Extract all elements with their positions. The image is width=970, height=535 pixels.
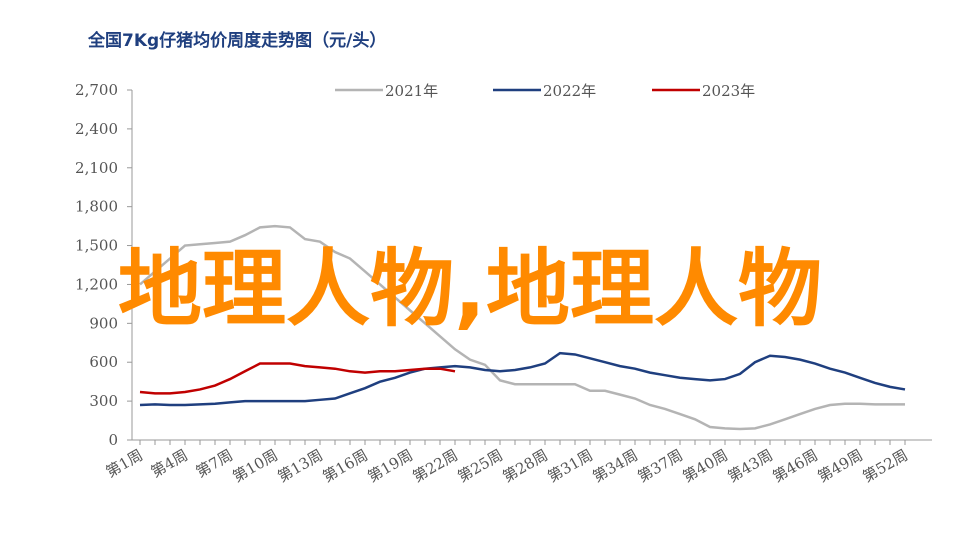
y-tick-label: 2,400 <box>75 120 118 138</box>
x-tick-label: 第25周 <box>454 446 506 486</box>
x-tick-label: 第22周 <box>409 446 461 486</box>
y-tick-label: 1,800 <box>75 198 118 216</box>
legend-label: 2021年 <box>385 82 438 100</box>
x-tick-label: 第43周 <box>724 446 776 486</box>
x-tick-label: 第7周 <box>193 446 236 481</box>
x-tick-label: 第40周 <box>679 446 731 486</box>
x-tick-label: 第4周 <box>148 446 191 481</box>
x-tick-label: 第19周 <box>364 446 416 486</box>
x-tick-label: 第37周 <box>634 446 686 486</box>
y-tick-label: 1,200 <box>75 275 118 293</box>
legend-label: 2023年 <box>702 82 755 100</box>
x-tick-label: 第1周 <box>103 446 146 481</box>
x-tick-label: 第31周 <box>544 446 596 486</box>
y-tick-label: 1,500 <box>75 237 118 255</box>
x-tick-label: 第52周 <box>859 446 911 486</box>
x-tick-label: 第34周 <box>589 446 641 486</box>
x-tick-label: 第46周 <box>769 446 821 486</box>
x-tick-label: 第13周 <box>274 446 326 486</box>
y-tick-label: 2,700 <box>75 81 118 99</box>
series-line <box>139 362 456 395</box>
chart-title: 全国7Kg仔猪均价周度走势图（元/头） <box>87 30 386 51</box>
x-tick-label: 第16周 <box>319 446 371 486</box>
overlay-annotation: 地理人物,地理人物 <box>118 240 822 338</box>
y-tick-label: 600 <box>89 353 118 371</box>
x-tick-label: 第28周 <box>499 446 551 486</box>
series-line <box>139 224 905 431</box>
legend-label: 2022年 <box>543 82 596 100</box>
series-line <box>139 351 906 407</box>
x-tick-label: 第10周 <box>229 446 281 486</box>
y-tick-label: 900 <box>89 314 118 332</box>
y-tick-label: 0 <box>108 431 118 449</box>
x-tick-label: 第49周 <box>814 446 866 486</box>
y-tick-label: 300 <box>89 392 118 410</box>
y-tick-label: 2,100 <box>75 159 118 177</box>
